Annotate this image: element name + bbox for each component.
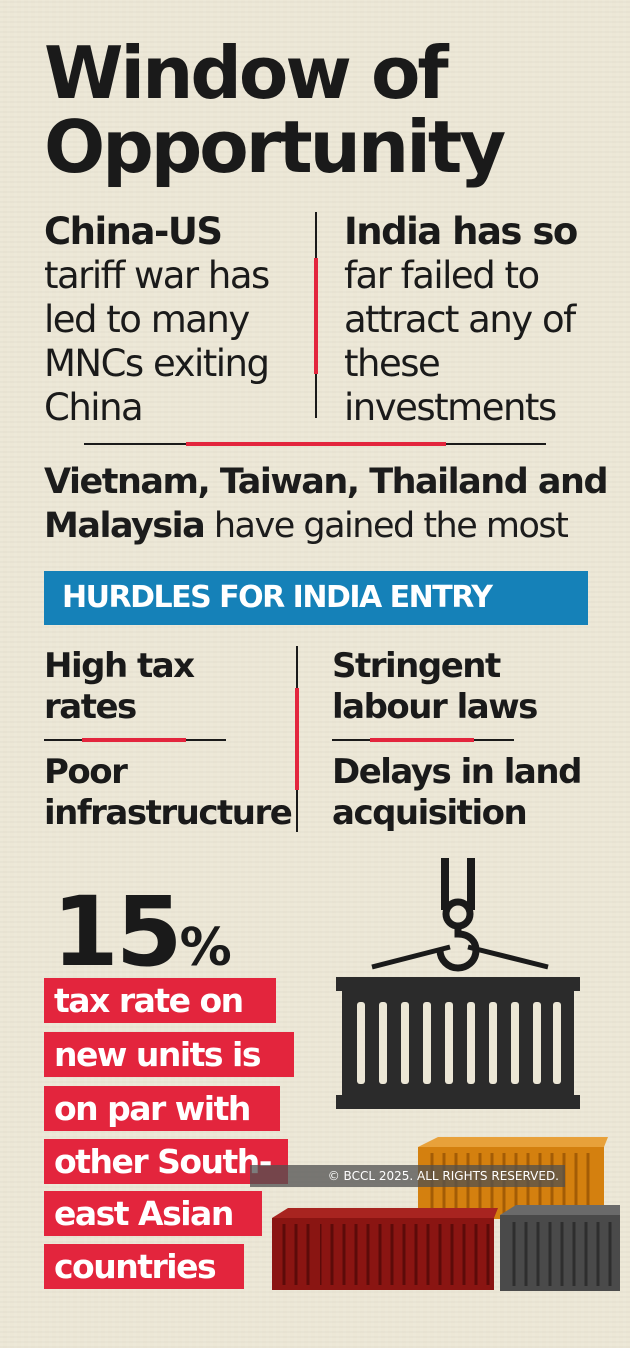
china-us-heading: China-US [44,210,223,253]
stat-line-5: east Asian [44,1191,262,1236]
hurdle-column-divider-accent [295,688,299,790]
india-column: India has so far failed to attract any o… [344,210,604,430]
hurdle-divider-right-accent [370,738,474,742]
stat-line-2: new units is [44,1032,294,1077]
gainers-text: have gained the most [204,506,569,546]
tax-rate-number: 15 [52,876,183,988]
maroon-container-left-edge [272,1208,320,1290]
hurdle-divider-left-accent [82,738,186,742]
hurdles-banner: HURDLES FOR INDIA ENTRY [44,571,588,625]
china-us-text: tariff war has led to many MNCs exiting … [44,254,270,429]
hurdle-high-tax: High tax rates [44,646,195,727]
tax-rate-stat: 15% [52,882,232,998]
grey-container [500,1205,620,1291]
gainers-malaysia: Malaysia [44,506,206,546]
crane-hook-icon [371,858,549,972]
china-us-column: China-US tariff war has led to many MNCs… [44,210,304,430]
title-line-1: Window of [44,31,449,115]
maroon-container [320,1208,498,1290]
column-divider-accent [314,258,318,374]
hurdle-infrastructure: Poor infrastructure [44,752,293,833]
hurdle-land-acquisition: Delays in land acquisition [332,752,582,833]
copyright-notice: © BCCL 2025. ALL RIGHTS RESERVED. [250,1165,565,1187]
shipping-containers-illustration [320,858,620,1291]
stat-line-4: other South- [44,1139,288,1184]
stat-line-6: countries [44,1244,244,1289]
gainers-countries: Vietnam, Taiwan, Thailand and [44,462,609,502]
page-title: Window of Opportunity [44,36,604,184]
dark-container [336,977,580,1109]
tax-rate-unit: % [179,918,232,978]
india-text: far failed to attract any of these inves… [344,254,576,429]
stat-line-3: on par with [44,1086,280,1131]
hurdle-labour-laws: Stringent labour laws [332,646,538,727]
india-heading: India has so [344,210,578,253]
section-divider-accent [186,442,446,446]
title-line-2: Opportunity [44,105,506,189]
gainers-statement: Vietnam, Taiwan, Thailand and Malaysia h… [44,460,614,548]
stat-line-1: tax rate on [44,978,276,1023]
